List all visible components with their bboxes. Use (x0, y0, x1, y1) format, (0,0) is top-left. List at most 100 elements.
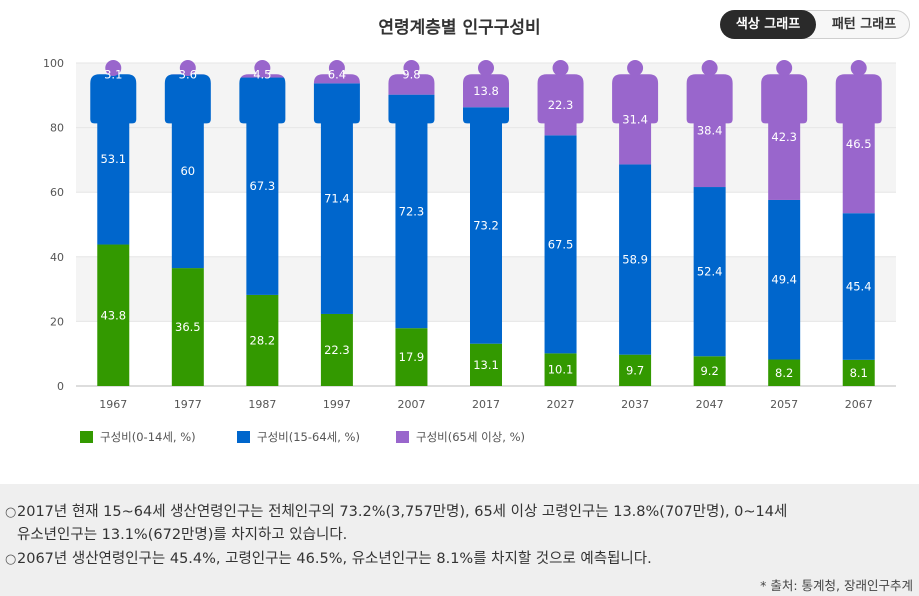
x-tick-label: 2037 (621, 398, 649, 411)
bar-stack (313, 74, 360, 386)
note-text: 2017년 현재 15~64세 생산연령인구는 전체인구의 73.2%(3,75… (17, 504, 788, 520)
legend: 구성비(0-14세, %) 구성비(15-64세, %) 구성비(65세 이상, %… (80, 430, 525, 444)
bar-segment (164, 268, 211, 386)
population-chart: 0 20 40 60 80 100 43.8 53.1 3.1 36.5 60 3.6 28.2 67.… (43, 57, 896, 444)
data-label: 49.4 (771, 273, 797, 287)
legend-label: 구성비(65세 이상, %) (416, 430, 525, 444)
bar-stack (612, 74, 659, 386)
legend-swatch (80, 431, 93, 443)
data-label: 31.4 (622, 112, 648, 126)
bar-segment (239, 77, 286, 295)
bar-stack (686, 74, 733, 386)
x-axis: 1967 1977 1987 1997 2007 2017 2027 2037 2047 2057… (99, 398, 872, 411)
bar-segment (761, 74, 808, 200)
x-tick-label: 1967 (99, 398, 127, 411)
data-label: 52.4 (697, 265, 723, 279)
note-item-continued: 유소년인구는 13.1%(672만명)를 차지하고 있습니다. (17, 524, 347, 547)
bar-segment (463, 74, 509, 108)
note-item: ○ 2067년 생산연령인구는 45.4%, 고령인구는 46.5%, 유소년인… (5, 548, 652, 571)
pattern-graph-button[interactable]: 패턴 그래프 (831, 17, 897, 32)
y-tick-label: 20 (50, 315, 64, 328)
y-tick-label: 40 (50, 251, 64, 264)
bar-segment (761, 359, 808, 386)
color-graph-button[interactable]: 색상 그래프 (720, 10, 816, 39)
bar-segment (313, 83, 360, 314)
data-label: 73.2 (473, 218, 499, 232)
x-tick-label: 2047 (696, 398, 724, 411)
person-head-icon (627, 60, 644, 76)
bar-segment (313, 74, 360, 84)
graph-type-toggle: 색상 그래프 패턴 그래프 (720, 10, 910, 39)
x-tick-label: 2007 (397, 398, 425, 411)
person-head-icon (776, 60, 793, 76)
bar-segment (239, 294, 286, 386)
x-tick-label: 1977 (174, 398, 202, 411)
bar-segment (761, 199, 808, 360)
data-label: 8.1 (850, 366, 868, 380)
data-label: 43.8 (100, 308, 126, 322)
bar-segment (612, 354, 659, 386)
data-label: 22.3 (548, 98, 574, 112)
chart-title: 연령계층별 인구구성비 (378, 18, 541, 38)
data-label: 38.4 (697, 124, 723, 138)
x-tick-label: 2017 (472, 398, 500, 411)
bar-segment (90, 244, 137, 386)
y-tick-label: 60 (50, 186, 64, 199)
x-tick-label: 2027 (547, 398, 575, 411)
bar-segment (537, 135, 584, 354)
legend-swatch (396, 431, 409, 443)
data-label: 72.3 (399, 204, 425, 218)
data-label: 71.4 (324, 192, 350, 206)
data-label: 9.8 (402, 67, 420, 81)
x-tick-label: 2067 (845, 398, 873, 411)
bar-segment (90, 74, 137, 245)
person-head-icon (850, 60, 867, 76)
data-label: 13.1 (473, 358, 499, 372)
bar-segment (686, 187, 733, 357)
data-label: 13.8 (473, 84, 499, 98)
data-label: 67.5 (548, 237, 574, 251)
person-head-icon (254, 60, 271, 76)
bar-segment (463, 107, 509, 344)
bar-segment (463, 343, 509, 386)
bar-segment (537, 74, 584, 136)
data-label: 9.7 (626, 363, 644, 377)
bars: 43.8 53.1 3.1 36.5 60 3.6 28.2 67.3 4.5 22.3 71.4 6… (90, 60, 882, 386)
bar-segment (612, 164, 659, 355)
data-label: 6.4 (328, 67, 346, 81)
bar-segment (835, 213, 882, 360)
person-head-icon (328, 60, 345, 76)
bar-segment (388, 94, 435, 329)
legend-swatch (237, 431, 250, 443)
bar-segment (686, 356, 733, 386)
data-label: 17.9 (399, 350, 425, 364)
bar-segment (686, 74, 733, 188)
bar-stack (463, 74, 509, 386)
person-head-icon (105, 60, 122, 76)
data-label: 10.1 (548, 363, 574, 377)
y-tick-label: 0 (57, 380, 64, 393)
data-label: 53.1 (100, 152, 126, 166)
legend-label: 구성비(15-64세, %) (257, 430, 360, 444)
data-label: 67.3 (250, 179, 276, 193)
data-label: 8.2 (775, 366, 793, 380)
data-label: 3.1 (104, 67, 122, 81)
bar-stack (537, 74, 584, 386)
note-text: 유소년인구는 13.1%(672만명)를 차지하고 있습니다. (17, 527, 348, 543)
data-label: 45.4 (846, 280, 872, 294)
data-label: 9.2 (700, 364, 718, 378)
bar-stack (239, 74, 286, 386)
bar-stack (164, 74, 211, 386)
note-item: ○ 2017년 현재 15~64세 생산연령인구는 전체인구의 73.2%(3,… (5, 501, 788, 524)
data-label: 4.5 (253, 67, 271, 81)
bullet-icon: ○ (5, 505, 17, 520)
person-head-icon (478, 60, 494, 76)
y-axis: 0 20 40 60 80 100 (43, 57, 64, 393)
bar-stack (761, 74, 808, 386)
bar-segment (612, 74, 659, 165)
bar-stack (835, 74, 882, 386)
person-head-icon (179, 60, 196, 76)
bar-segment (164, 74, 211, 269)
y-tick-label: 80 (50, 122, 64, 135)
bar-segment (388, 74, 435, 95)
